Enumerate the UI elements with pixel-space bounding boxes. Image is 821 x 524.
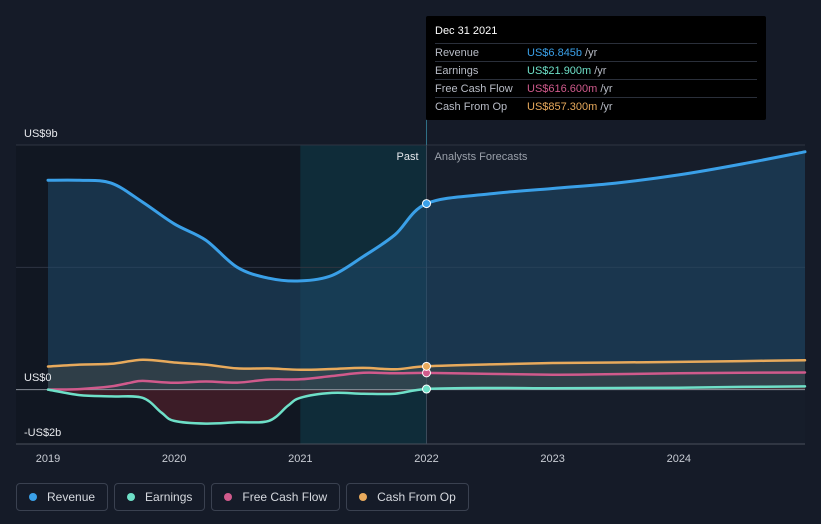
y-tick-label: US$9b bbox=[24, 128, 58, 140]
tooltip-unit: /yr bbox=[600, 100, 613, 113]
revenue-dot-icon bbox=[29, 493, 37, 501]
tooltip-row-cash-from-op: Cash From Op US$857.300m /yr bbox=[435, 97, 757, 115]
revenue-area bbox=[48, 151, 805, 390]
tooltip-unit: /yr bbox=[594, 64, 607, 77]
earnings-marker bbox=[422, 384, 431, 394]
tooltip-value: US$616.600m bbox=[527, 82, 598, 95]
tooltip-value: US$6.845b bbox=[527, 46, 583, 59]
tooltip-row-free-cash-flow: Free Cash Flow US$616.600m /yr bbox=[435, 79, 757, 97]
forecast-label: Analysts Forecasts bbox=[435, 151, 528, 163]
x-tick-label: 2023 bbox=[540, 453, 564, 465]
legend-item-revenue[interactable]: Revenue bbox=[16, 483, 109, 511]
tooltip-label: Free Cash Flow bbox=[435, 82, 513, 95]
legend-label: Free Cash Flow bbox=[242, 490, 328, 504]
tooltip-unit: /yr bbox=[585, 46, 598, 59]
earnings-dot-icon bbox=[127, 493, 136, 501]
tooltip: Dec 31 2021 Revenue US$6.845b /yr Earnin… bbox=[426, 16, 766, 120]
tooltip-date: Dec 31 2021 bbox=[435, 25, 498, 37]
past-label: Past bbox=[396, 151, 418, 163]
legend-label: Revenue bbox=[47, 490, 96, 504]
tooltip-unit: /yr bbox=[600, 82, 613, 95]
tooltip-label: Cash From Op bbox=[435, 100, 508, 113]
y-tick-label: -US$2b bbox=[24, 427, 61, 439]
earnings-negative-area bbox=[48, 386, 805, 424]
financial-chart: US$9b US$0 -US$2b 2019 2020 2021 2022 2023 2024 P… bbox=[16, 120, 807, 465]
y-tick-label: US$0 bbox=[24, 372, 52, 384]
x-tick-label: 2021 bbox=[288, 453, 312, 465]
cash-from-op-line bbox=[46, 358, 807, 372]
tooltip-label: Earnings bbox=[435, 64, 479, 77]
tooltip-row-earnings: Earnings US$21.900m /yr bbox=[435, 61, 757, 79]
legend-item-cash-from-op[interactable]: Cash From Op bbox=[346, 483, 469, 511]
x-tick-label: 2019 bbox=[36, 453, 60, 465]
legend-item-earnings[interactable]: Earnings bbox=[114, 483, 206, 511]
legend-label: Earnings bbox=[145, 490, 193, 504]
cash-from-op-marker bbox=[422, 361, 431, 371]
tooltip-row-revenue: Revenue US$6.845b /yr bbox=[435, 43, 757, 61]
free-cash-flow-dot-icon bbox=[224, 493, 233, 501]
free-cash-flow-line bbox=[46, 371, 807, 391]
cash-from-op-dot-icon bbox=[359, 493, 368, 501]
tooltip-value: US$857.300m bbox=[527, 100, 598, 113]
x-tick-label: 2022 bbox=[414, 453, 438, 465]
tooltip-label: Revenue bbox=[435, 46, 480, 59]
revenue-line bbox=[46, 150, 807, 283]
legend-label: Cash From Op bbox=[377, 490, 456, 504]
x-tick-label: 2020 bbox=[162, 453, 186, 465]
x-tick-label: 2024 bbox=[667, 453, 691, 465]
legend: Revenue Earnings Free Cash Flow Cash Fro… bbox=[16, 483, 469, 511]
tooltip-value: US$21.900m bbox=[527, 64, 592, 77]
revenue-marker bbox=[422, 199, 431, 209]
legend-item-free-cash-flow[interactable]: Free Cash Flow bbox=[211, 483, 341, 511]
earnings-line bbox=[46, 385, 807, 425]
